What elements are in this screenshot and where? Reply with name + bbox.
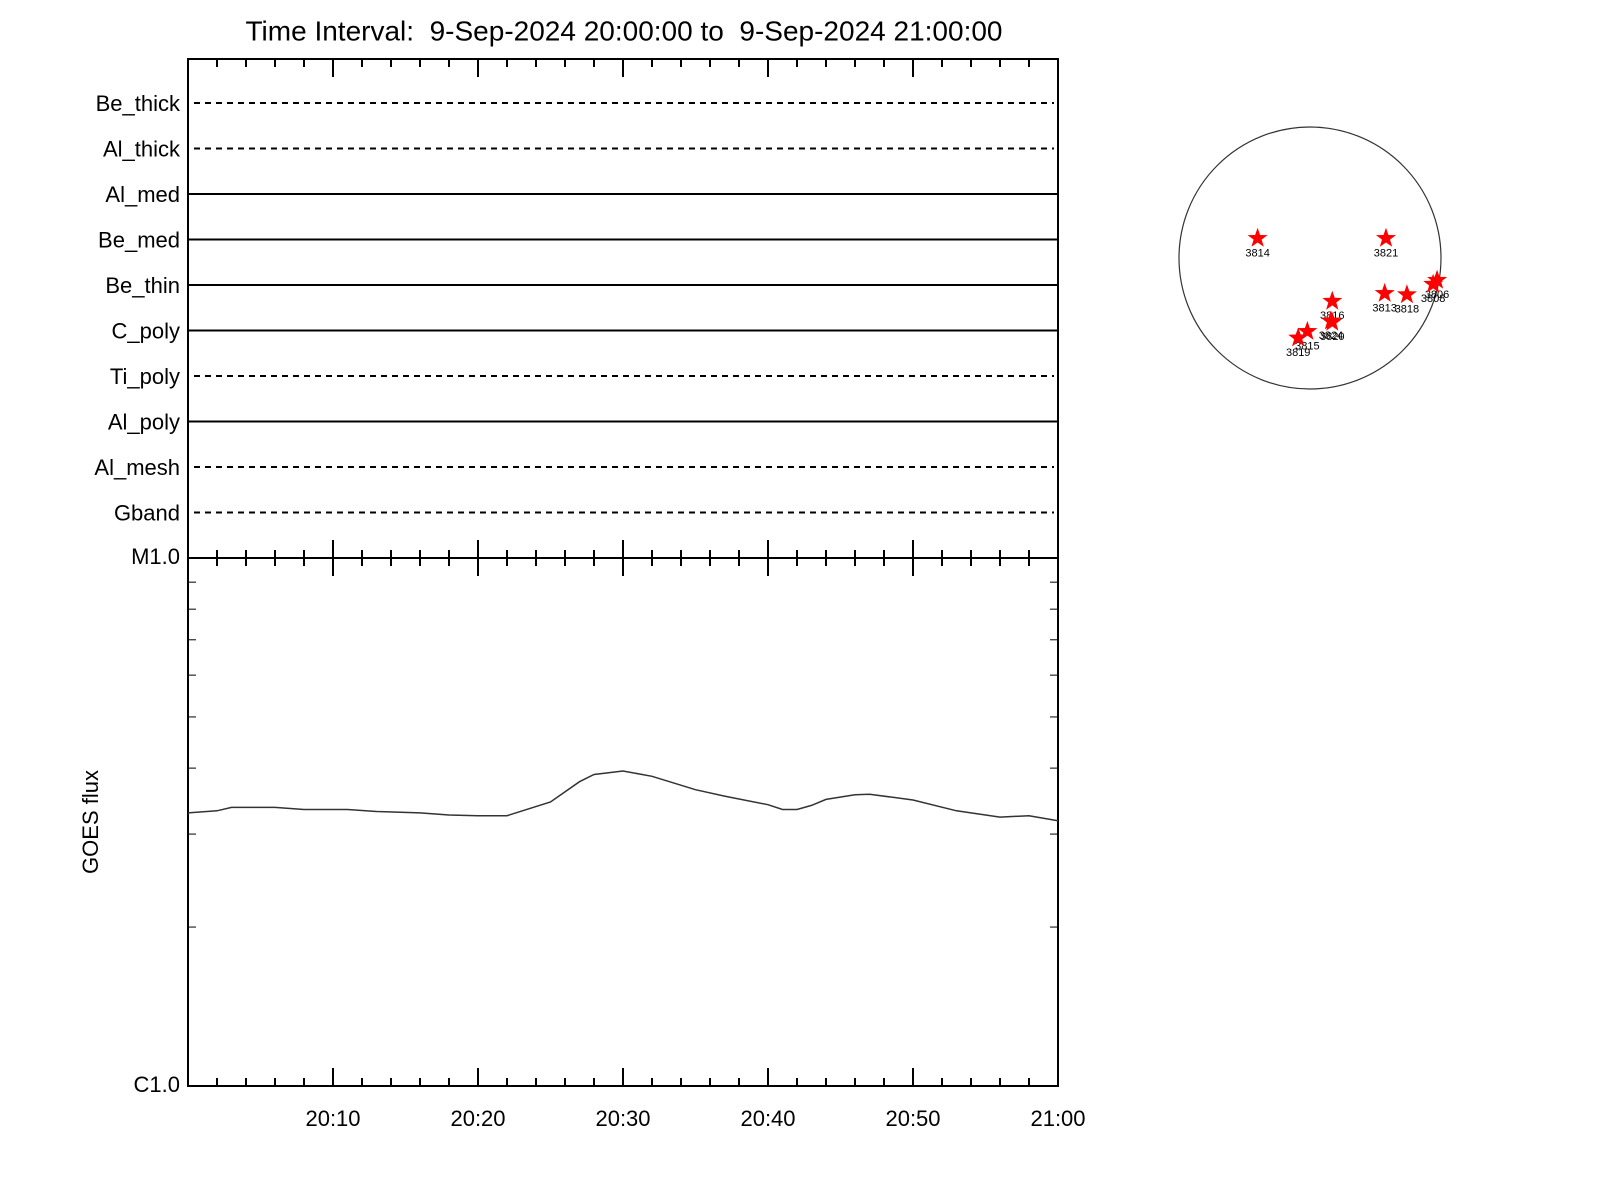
region-label: 3813 (1372, 302, 1396, 314)
x-tick-label: 20:20 (450, 1106, 505, 1131)
filter-label: Be_thin (105, 273, 180, 298)
y-axis-label: GOES flux (78, 770, 103, 874)
region-star (1374, 282, 1395, 302)
filter-label: Al_poly (108, 409, 180, 434)
x-tick-label: 21:00 (1030, 1106, 1085, 1131)
region-star (1322, 290, 1343, 310)
filter-label: Al_thick (103, 136, 181, 161)
filter-label: Be_med (98, 227, 180, 252)
region-label: 3806 (1425, 289, 1449, 301)
filter-label: Al_mesh (94, 455, 180, 480)
region-star (1247, 227, 1268, 247)
chart-title: Time Interval: 9-Sep-2024 20:00:00 to 9-… (245, 15, 1002, 46)
region-label: 3824 (1319, 330, 1343, 342)
region-star (1297, 320, 1318, 340)
y-tick-label: C1.0 (134, 1072, 180, 1097)
goes-flux-line (187, 770, 1059, 822)
solar-disk (1178, 126, 1442, 390)
region-label: 3818 (1395, 304, 1419, 316)
region-star (1397, 284, 1417, 304)
x-tick-label: 20:40 (740, 1106, 795, 1131)
filter-label: C_poly (112, 318, 180, 343)
region-label: 3814 (1245, 247, 1269, 259)
region-star (1376, 227, 1396, 247)
region-star (1423, 273, 1444, 293)
filter-label: Gband (114, 500, 180, 525)
region-star (1288, 327, 1309, 347)
y-tick-label: M1.0 (131, 544, 180, 569)
goes-panel-frame (187, 557, 1059, 1087)
region-label: 3808 (1421, 293, 1445, 305)
region-star (1321, 310, 1341, 330)
region-star (1427, 269, 1448, 289)
x-tick-label: 20:30 (595, 1106, 650, 1131)
x-tick-label: 20:10 (305, 1106, 360, 1131)
filter-label: Be_thick (96, 91, 181, 116)
region-label: 3821 (1374, 247, 1398, 259)
region-label: 3820 (1320, 331, 1344, 343)
filter-label: Ti_poly (110, 364, 180, 389)
filter-label: Al_med (105, 182, 180, 207)
filter-panel-frame (187, 58, 1059, 559)
region-label: 3819 (1286, 347, 1310, 359)
x-tick-label: 20:50 (885, 1106, 940, 1131)
